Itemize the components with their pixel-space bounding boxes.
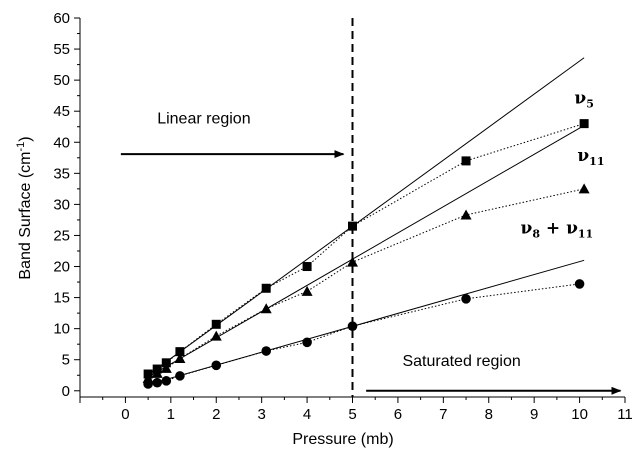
data-point-circle — [461, 294, 471, 304]
data-point-circle — [161, 376, 172, 386]
tick-marks — [74, 17, 626, 403]
series-label-plus: + — [540, 219, 566, 239]
data-point-triangle — [578, 183, 590, 194]
x-tick-label: 8 — [485, 406, 493, 423]
data-point-triangle — [160, 362, 172, 373]
y-axis-title-sup: -1 — [15, 142, 27, 152]
data-point-square — [175, 347, 185, 357]
x-tick-label: 5 — [348, 406, 356, 423]
series-label-greek: ν — [577, 146, 589, 166]
y-tick-label: 0 — [62, 383, 70, 400]
series-label-2: ν8 + ν11 — [521, 219, 594, 241]
y-tick-label: 5 — [62, 352, 70, 369]
data-point-circle — [152, 377, 163, 388]
data-point-circle — [574, 279, 585, 289]
y-tick-label: 25 — [53, 227, 70, 244]
x-tick-label: 2 — [212, 406, 220, 423]
series-label-greek: ν — [521, 219, 533, 239]
x-tick-label: 3 — [257, 406, 265, 423]
series-line-0 — [147, 123, 585, 375]
y-tick-label: 30 — [53, 196, 70, 213]
y-tick-label: 55 — [53, 41, 70, 58]
data-point-square — [579, 119, 589, 129]
data-point-circle — [143, 379, 153, 389]
x-tick-label: 10 — [571, 406, 588, 423]
x-axis-title: Pressure (mb) — [292, 431, 393, 448]
x-tick-label: 1 — [167, 406, 175, 423]
data-point-square — [461, 156, 471, 166]
y-tick-label: 45 — [53, 103, 70, 120]
data-point-triangle — [460, 209, 472, 220]
y-tick-label: 50 — [53, 72, 70, 89]
fit-line-1 — [147, 125, 585, 378]
x-tick-label: 9 — [530, 406, 538, 423]
data-point-triangle — [347, 256, 358, 267]
y-axis-title: Band Surface (cm-1) — [15, 136, 34, 279]
data-point-square — [261, 283, 271, 293]
y-tick-label: 15 — [53, 290, 70, 307]
data-point-triangle — [210, 330, 222, 341]
series-label-subscript: 8 — [532, 228, 540, 241]
y-tick-label: 40 — [53, 134, 70, 151]
series-lines — [147, 123, 585, 385]
x-tick-label: 6 — [394, 406, 402, 423]
data-point-triangle — [151, 367, 163, 378]
x-tick-label: 11 — [617, 406, 632, 423]
series-label-greek-2: ν — [566, 219, 578, 239]
data-point-triangle — [260, 303, 272, 314]
data-point-circle — [175, 371, 185, 381]
data-point-circle — [261, 346, 272, 356]
fit-line-0 — [147, 57, 585, 376]
y-tick-label: 10 — [53, 321, 70, 338]
y-tick-label: 20 — [53, 259, 70, 276]
series-line-1 — [147, 188, 585, 379]
y-tick-label: 35 — [53, 165, 70, 182]
x-tick-label: 0 — [121, 406, 129, 423]
series-label-1: ν11 — [577, 146, 604, 168]
data-point-square — [211, 319, 221, 329]
series-label-greek: ν — [574, 89, 586, 109]
series-label-subscript-2: 11 — [578, 228, 593, 241]
region-label-0: Linear region — [157, 111, 250, 128]
region-label-1: Saturated region — [402, 353, 520, 370]
data-markers — [142, 119, 590, 389]
x-tick-label: 4 — [303, 406, 311, 423]
x-tick-label: 7 — [439, 406, 447, 423]
series-label-subscript: 5 — [586, 98, 594, 111]
data-point-square — [161, 358, 171, 368]
data-point-circle — [302, 337, 312, 348]
y-axis-title-main: Band Surface (cm — [17, 152, 34, 280]
data-point-circle — [347, 321, 358, 331]
series-label-0: ν5 — [574, 89, 593, 111]
y-tick-label: 60 — [53, 10, 70, 27]
data-point-triangle — [301, 285, 313, 296]
y-axis-title-close: ) — [17, 136, 34, 141]
fit-lines — [147, 57, 585, 386]
data-point-triangle — [174, 352, 186, 363]
series-label-subscript: 11 — [589, 155, 604, 168]
data-point-circle — [211, 360, 222, 371]
data-point-square — [302, 262, 312, 272]
